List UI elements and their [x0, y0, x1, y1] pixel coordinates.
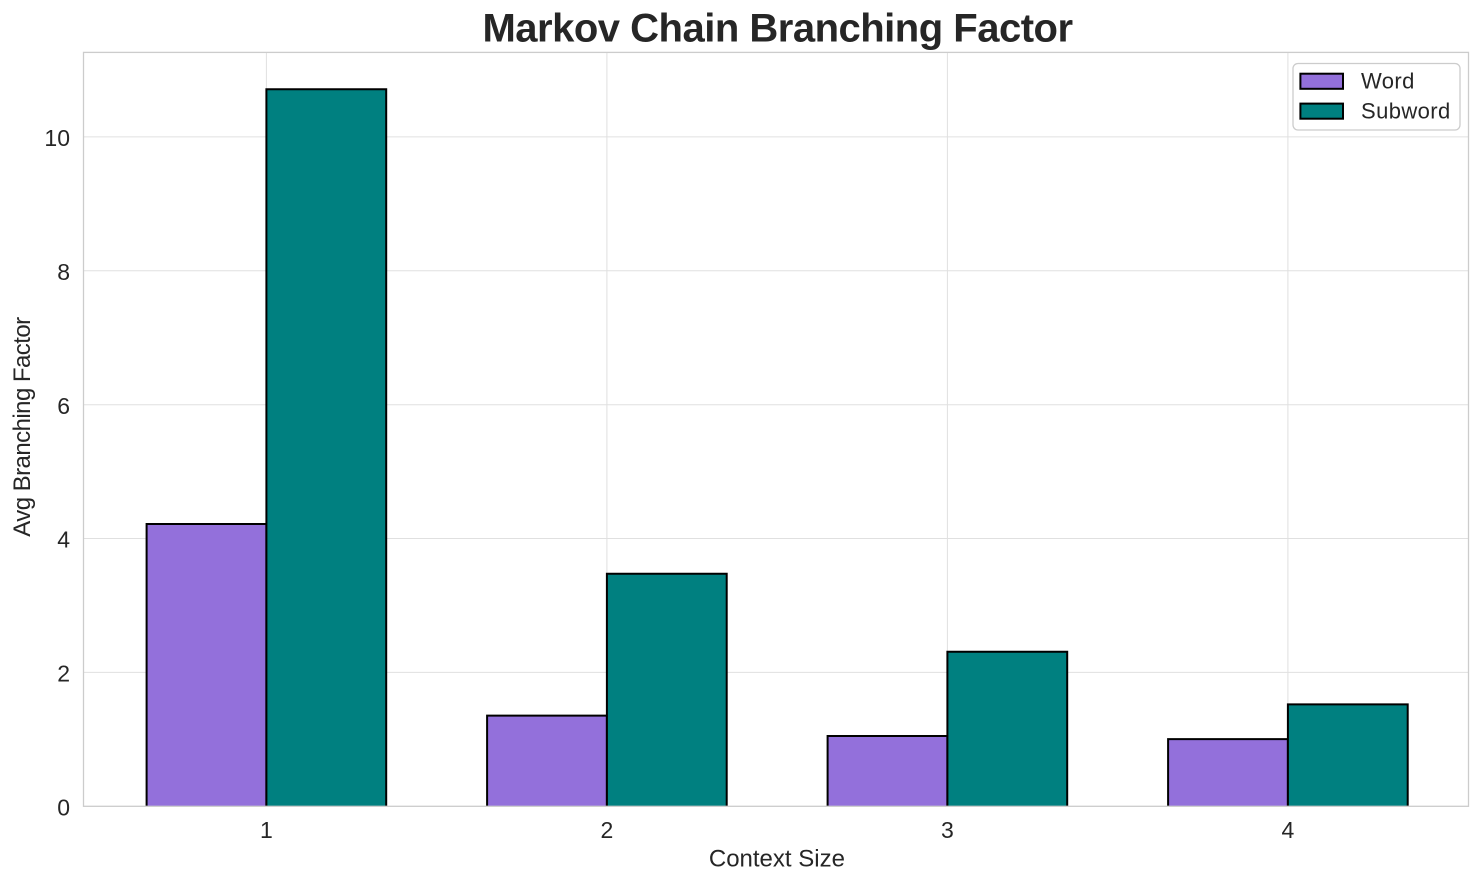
svg-text:Markov Chain Branching Factor: Markov Chain Branching Factor — [482, 7, 1072, 51]
svg-text:2: 2 — [57, 661, 70, 687]
svg-text:0: 0 — [57, 795, 70, 821]
svg-text:3: 3 — [941, 817, 954, 843]
svg-text:4: 4 — [57, 527, 70, 553]
svg-text:2: 2 — [601, 817, 614, 843]
svg-text:Context Size: Context Size — [709, 846, 845, 873]
svg-text:1: 1 — [260, 817, 273, 843]
svg-text:Word: Word — [1361, 68, 1415, 93]
svg-text:10: 10 — [44, 125, 70, 151]
svg-text:4: 4 — [1282, 817, 1295, 843]
svg-text:6: 6 — [57, 393, 70, 419]
svg-text:Avg Branching Factor: Avg Branching Factor — [9, 317, 36, 537]
svg-text:Subword: Subword — [1361, 98, 1451, 123]
svg-text:8: 8 — [57, 259, 70, 285]
